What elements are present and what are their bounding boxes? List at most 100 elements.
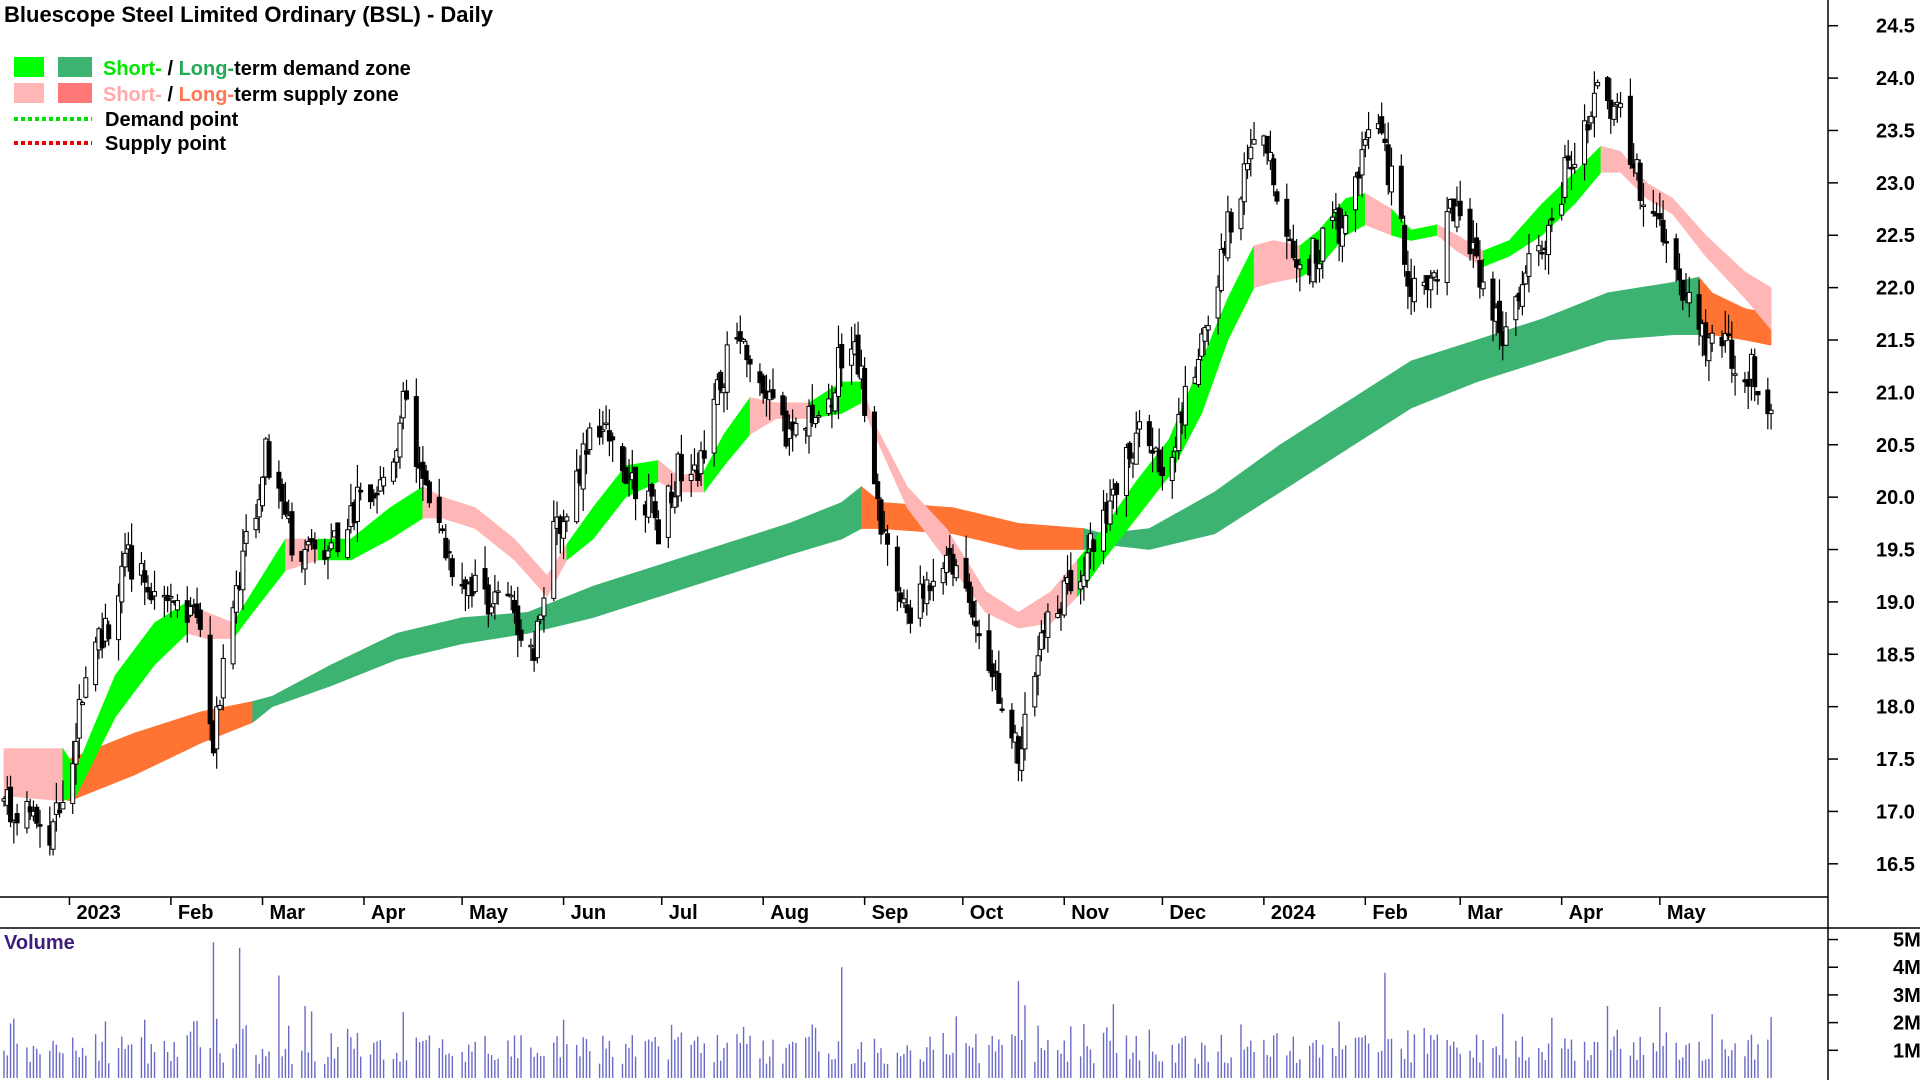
- short-term-zone-supply: [1600, 145, 1621, 173]
- candle-body: [230, 607, 236, 665]
- price-tick-label: 24.0: [1876, 68, 1915, 90]
- candle-body: [423, 470, 429, 486]
- candle-body: [1559, 203, 1565, 216]
- short-term-zone-supply: [1365, 192, 1392, 236]
- candle-body: [714, 379, 720, 405]
- volume-tick-label: 4M: [1893, 957, 1920, 979]
- volume-tick-label: 1M: [1893, 1040, 1920, 1062]
- candle-body: [1169, 456, 1175, 482]
- candle-body: [813, 416, 819, 425]
- candle-body: [413, 396, 419, 467]
- long-term-zone-demand: [789, 501, 843, 556]
- short-term-zone-demand: [1410, 224, 1438, 241]
- price-tick-label: 21.5: [1876, 330, 1915, 352]
- candle-body: [1068, 570, 1074, 592]
- volume-bars: [3, 942, 1772, 1078]
- candle-body: [436, 496, 442, 524]
- candle-body: [1618, 103, 1624, 108]
- long-term-zone-demand: [1345, 360, 1412, 451]
- candle-body: [551, 520, 557, 599]
- candle-body: [793, 423, 799, 436]
- candle-body: [698, 450, 704, 475]
- long-term-zone-demand: [658, 543, 725, 598]
- candle-body: [1313, 239, 1319, 264]
- candle-body: [737, 331, 743, 342]
- candle-body: [145, 586, 151, 593]
- candle-body: [901, 598, 907, 604]
- candle-body: [1294, 259, 1300, 268]
- candle-body: [1604, 77, 1610, 102]
- candle-body: [1156, 449, 1162, 473]
- candle-body: [1287, 238, 1293, 242]
- candle-body: [325, 550, 331, 558]
- candle-body: [174, 600, 180, 611]
- candle-body: [1061, 580, 1067, 616]
- candle-body: [564, 516, 570, 522]
- candle-body: [600, 429, 606, 432]
- long-term-zone-demand: [1149, 491, 1216, 550]
- candle-body: [152, 591, 158, 597]
- candle-body: [688, 473, 694, 482]
- candle-body: [1241, 163, 1247, 203]
- candle-body: [1732, 373, 1738, 376]
- candle-body: [508, 594, 514, 598]
- candle-body: [1585, 124, 1591, 131]
- candle-body: [1467, 208, 1473, 255]
- candle-body: [1595, 81, 1601, 87]
- candle-body: [610, 436, 616, 441]
- candle-body: [927, 585, 933, 592]
- candle-body: [652, 501, 658, 519]
- candle-body: [53, 802, 59, 815]
- candle-body: [1539, 251, 1545, 255]
- legend: Short- / Long-term demand zone Short- / …: [14, 57, 411, 155]
- candle-body: [947, 547, 953, 555]
- candle-body: [538, 614, 544, 620]
- candle-body: [1431, 272, 1437, 278]
- candle-body: [1091, 539, 1097, 552]
- candle-body: [1726, 333, 1732, 336]
- candle-body: [472, 574, 478, 593]
- candle-body: [655, 519, 661, 545]
- candle-body: [950, 553, 956, 575]
- candle-body: [881, 529, 887, 532]
- candle-body: [335, 522, 341, 553]
- candle-body: [1264, 135, 1270, 154]
- short-term-zone-demand: [114, 621, 155, 719]
- candle-body: [214, 706, 220, 750]
- candle-body: [1402, 225, 1408, 265]
- price-tick-label: 20.0: [1876, 487, 1915, 509]
- price-tick-label: 23.0: [1876, 173, 1915, 195]
- candle-body: [924, 579, 930, 605]
- candle-body: [976, 633, 982, 637]
- candle-body: [368, 484, 374, 503]
- candle-body: [1101, 509, 1107, 552]
- candle-body: [256, 499, 262, 518]
- candle-body: [1205, 325, 1211, 331]
- candle-body: [312, 539, 318, 550]
- candle-body: [606, 430, 612, 442]
- time-tick-label: Oct: [970, 902, 1004, 924]
- time-tick-label: Apr: [1569, 902, 1604, 924]
- short-term-zone-supply: [1253, 240, 1274, 289]
- candle-body: [446, 550, 452, 554]
- candle-body: [741, 339, 747, 342]
- legend-demand-zone-label: Short- / Long-term demand zone: [103, 58, 411, 80]
- candle-body: [744, 344, 750, 361]
- candle-body: [27, 806, 33, 813]
- long-term-zone-demand: [723, 522, 790, 577]
- candle-body: [1045, 611, 1051, 638]
- candle-body: [305, 541, 311, 546]
- price-tick-label: 18.5: [1876, 644, 1915, 666]
- candle-body: [1182, 385, 1188, 426]
- candle-body: [1137, 421, 1143, 430]
- price-tick-label: 23.5: [1876, 120, 1915, 142]
- candle-body: [1591, 92, 1597, 118]
- candle-body: [400, 390, 406, 419]
- candle-body: [1477, 260, 1483, 288]
- candle-body: [1526, 253, 1532, 277]
- short-term-zone-demand: [1574, 145, 1602, 205]
- candle-body: [1686, 291, 1692, 304]
- time-tick-label: Dec: [1169, 902, 1206, 924]
- short-term-zone-supply: [514, 538, 548, 598]
